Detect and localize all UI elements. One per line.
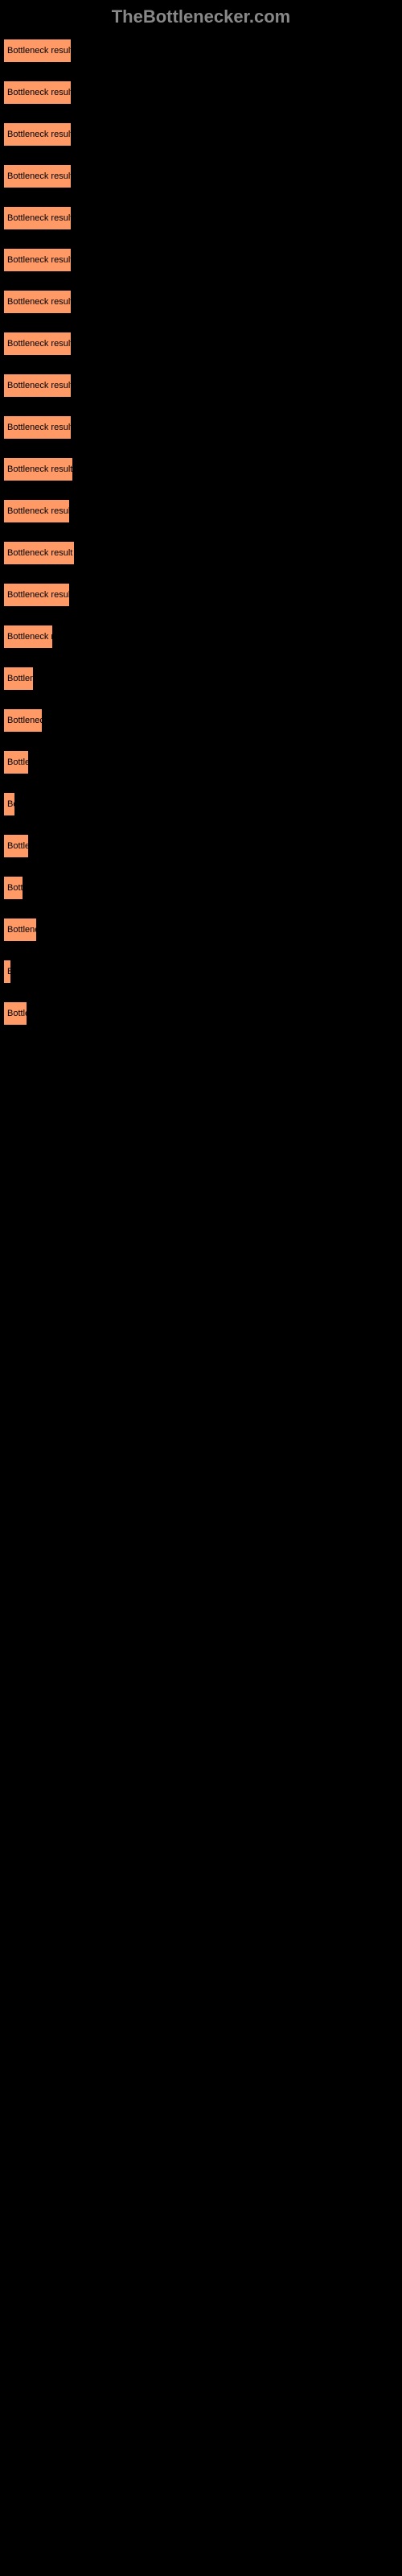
- bar: Bottlen: [3, 667, 34, 691]
- bar: Bottleneck result: [3, 583, 70, 607]
- header: TheBottlenecker.com: [0, 0, 402, 31]
- bar: B: [3, 960, 11, 984]
- bar-row: Bottle: [3, 826, 402, 866]
- bar: Bottleneck: [3, 708, 43, 733]
- bar-label: Bottle: [7, 841, 29, 851]
- bar: Bottle: [3, 1001, 27, 1026]
- bar-label: Bottleneck result: [7, 548, 72, 558]
- bar-label: Bottleneck result: [7, 130, 72, 139]
- bar: Bottleneck result: [3, 374, 72, 398]
- bar: Bottleneck result: [3, 164, 72, 188]
- bar: Bottleneck r: [3, 625, 53, 649]
- bar: Bottleneck result: [3, 122, 72, 147]
- bar-label: Bottleneck result: [7, 88, 72, 97]
- bar-label: Bottleneck result: [7, 255, 72, 265]
- bar-row: Bottleneck result: [3, 198, 402, 238]
- bar-row: Bottleneck result: [3, 156, 402, 196]
- bar-label: Bottleneck result: [7, 506, 70, 516]
- bar-label: Bottleneck result: [7, 464, 72, 474]
- bar-row: Bottlen: [3, 658, 402, 699]
- bar-row: B: [3, 952, 402, 992]
- bar-row: Bottleneck result: [3, 491, 402, 531]
- bar-row: Bott: [3, 868, 402, 908]
- bar: Bo: [3, 792, 15, 816]
- bar-row: Bottle: [3, 993, 402, 1034]
- bar-row: Bottleneck: [3, 700, 402, 741]
- bar: Bottleneck result: [3, 457, 73, 481]
- bar-label: Bottleneck result: [7, 339, 72, 349]
- bar: Bottlene: [3, 918, 37, 942]
- bar-row: Bo: [3, 784, 402, 824]
- bar-label: Bottleneck result: [7, 590, 70, 600]
- bar: Bottle: [3, 750, 29, 774]
- bar-label: Bottleneck result: [7, 213, 72, 223]
- bar-row: Bottlene: [3, 910, 402, 950]
- bar: Bottle: [3, 834, 29, 858]
- bar: Bott: [3, 876, 23, 900]
- chart-container: Bottleneck result Bottleneck result Bottle…: [0, 31, 402, 1034]
- bar-row: Bottleneck result: [3, 72, 402, 113]
- bar-row: Bottleneck result: [3, 282, 402, 322]
- bar-label: Bottle: [7, 1009, 27, 1018]
- bar: Bottleneck result: [3, 541, 75, 565]
- bar-label: Bottleneck result: [7, 423, 72, 432]
- bar: Bottleneck result: [3, 499, 70, 523]
- bar-label: Bottleneck r: [7, 632, 53, 642]
- bar-label: Bottleneck result: [7, 297, 72, 307]
- bar: Bottleneck result: [3, 80, 72, 105]
- bar-label: B: [7, 967, 11, 976]
- bar: Bottleneck result: [3, 415, 72, 440]
- bar-label: Bottleneck: [7, 716, 43, 725]
- bar: Bottleneck result: [3, 290, 72, 314]
- bar-row: Bottleneck result: [3, 240, 402, 280]
- bar-label: Bottleneck result: [7, 381, 72, 390]
- bar: Bottleneck result: [3, 39, 72, 63]
- bar: Bottleneck result: [3, 248, 72, 272]
- bar-label: Bottlene: [7, 925, 37, 935]
- bar-row: Bottleneck result: [3, 114, 402, 155]
- bar-row: Bottleneck result: [3, 449, 402, 489]
- bar-label: Bottleneck result: [7, 46, 72, 56]
- bar-row: Bottle: [3, 742, 402, 782]
- bar-label: Bottle: [7, 758, 29, 767]
- bar-label: Bott: [7, 883, 23, 893]
- bar-row: Bottleneck result: [3, 533, 402, 573]
- bar-label: Bottleneck result: [7, 171, 72, 181]
- bar-row: Bottleneck result: [3, 575, 402, 615]
- bar: Bottleneck result: [3, 332, 72, 356]
- bar-label: Bottlen: [7, 674, 34, 683]
- bar-row: Bottleneck result: [3, 365, 402, 406]
- site-title: TheBottlenecker.com: [112, 6, 291, 27]
- bar: Bottleneck result: [3, 206, 72, 230]
- bar-row: Bottleneck result: [3, 407, 402, 448]
- bar-row: Bottleneck result: [3, 31, 402, 71]
- bar-row: Bottleneck r: [3, 617, 402, 657]
- bar-row: Bottleneck result: [3, 324, 402, 364]
- bar-label: Bo: [7, 799, 15, 809]
